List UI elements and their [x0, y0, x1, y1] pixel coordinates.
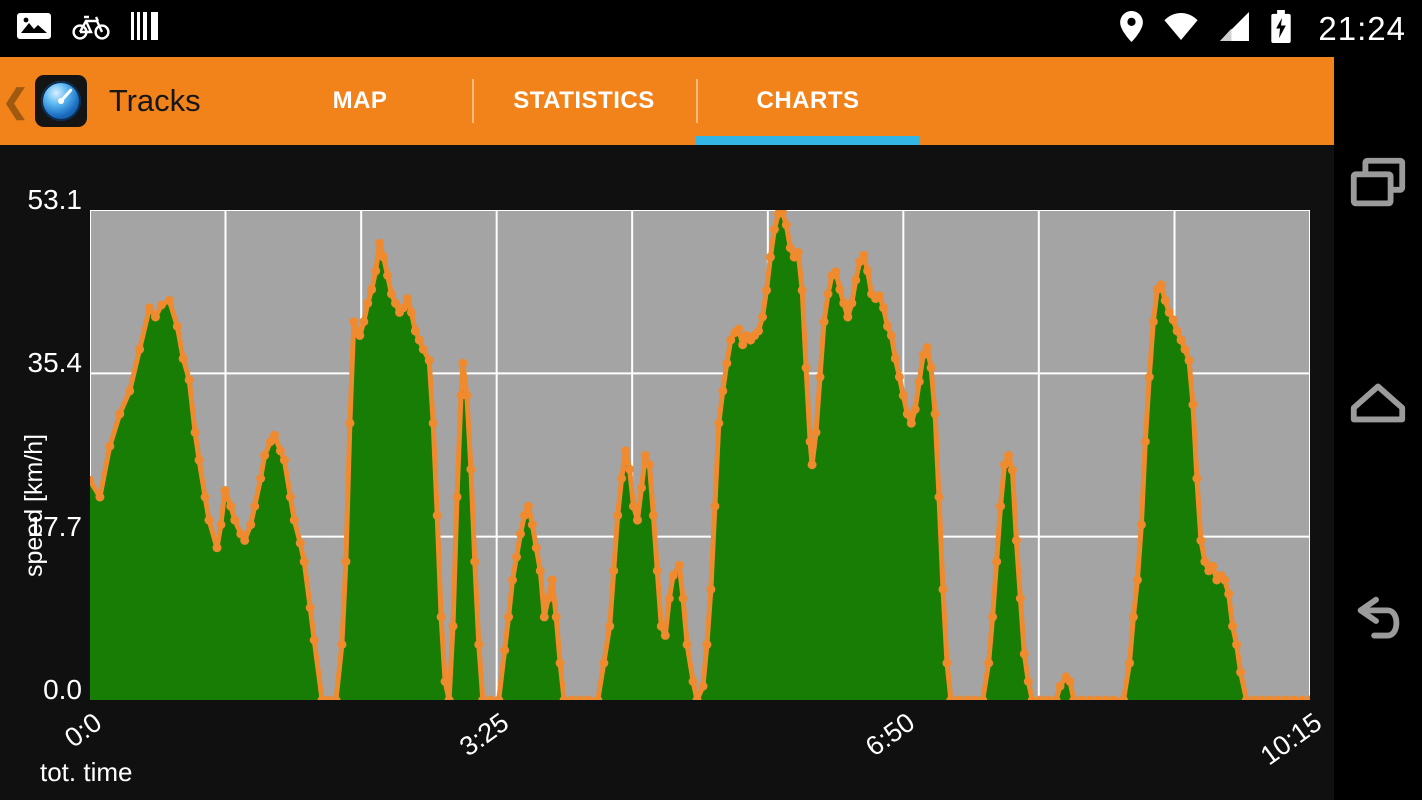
bike-icon	[72, 12, 110, 45]
status-icons-right: 21:24	[1120, 9, 1406, 48]
y-tick-17: 17.7	[27, 511, 83, 542]
navigation-bar	[1334, 57, 1422, 800]
location-icon	[1120, 10, 1144, 47]
x-tick-2: 6:50	[860, 707, 921, 763]
speed-chart-plot[interactable]	[90, 210, 1310, 700]
status-clock: 21:24	[1318, 9, 1406, 47]
gallery-icon	[16, 12, 52, 45]
tab-bar: MAP STATISTICS CHARTS	[248, 57, 920, 145]
y-tick-35: 35.4	[27, 347, 83, 378]
y-tick-0: 0.0	[43, 674, 82, 705]
x-axis-label: tot. time	[40, 757, 133, 787]
signal-icon	[1219, 11, 1250, 47]
page-title: Tracks	[108, 83, 201, 118]
battery-icon	[1270, 9, 1292, 48]
stripes-icon	[130, 11, 160, 46]
tab-statistics[interactable]: STATISTICS	[472, 57, 696, 145]
x-tick-3: 10:15	[1255, 707, 1328, 771]
y-tick-53: 53.1	[27, 184, 83, 215]
status-bar: 21:24	[0, 0, 1422, 57]
tab-charts[interactable]: CHARTS	[696, 57, 920, 145]
back-caret[interactable]: ❮	[2, 83, 29, 119]
back-icon[interactable]	[1347, 595, 1409, 652]
x-tick-1: 3:25	[454, 707, 515, 763]
speed-chart-svg	[90, 210, 1310, 700]
speedometer-gauge-icon	[40, 81, 81, 121]
home-icon[interactable]	[1347, 375, 1409, 432]
tab-map[interactable]: MAP	[332, 87, 388, 114]
action-bar: ❮ Tracks MAP STATISTICS CHARTS	[0, 57, 1422, 145]
x-tick-0: 0:0	[59, 707, 108, 754]
recents-icon[interactable]	[1347, 155, 1409, 216]
chart-panel: 53.1 35.4 17.7 0.0 speed [km/h] 0:0 3:25…	[0, 145, 1334, 800]
y-axis-label: speed [km/h]	[20, 433, 48, 577]
status-icons-left	[16, 11, 160, 46]
app-icon[interactable]	[34, 75, 87, 127]
wifi-icon	[1163, 12, 1199, 46]
